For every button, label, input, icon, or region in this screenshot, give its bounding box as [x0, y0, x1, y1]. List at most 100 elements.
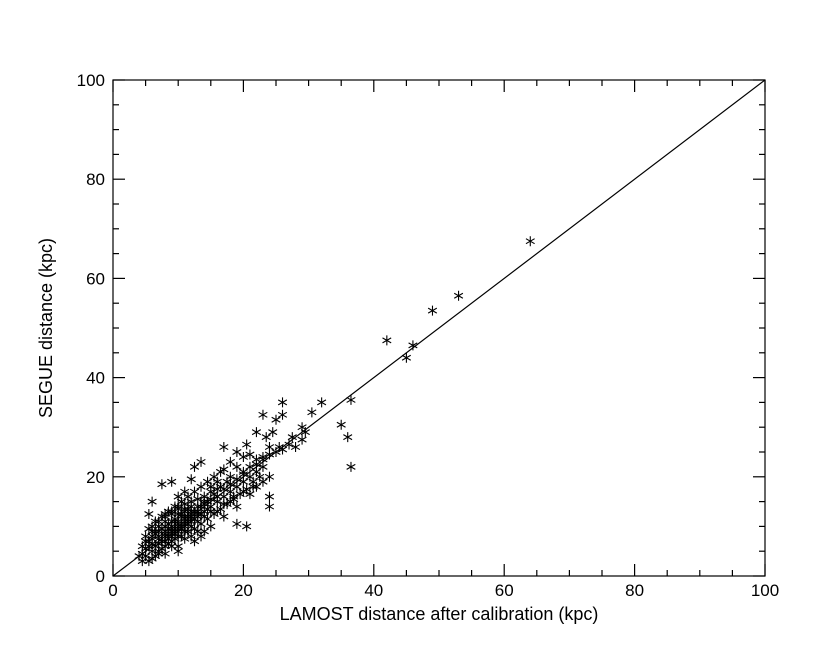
data-point: [180, 516, 190, 527]
data-point: [209, 489, 219, 500]
data-point: [346, 394, 356, 405]
y-tick-label: 0: [96, 567, 105, 586]
data-point: [251, 459, 262, 470]
data-point: [183, 504, 193, 515]
data-point: [219, 442, 229, 453]
data-point: [157, 543, 167, 554]
data-point: [202, 476, 213, 487]
data-point: [297, 422, 307, 433]
data-point: [287, 432, 297, 443]
y-tick-label: 60: [86, 269, 105, 288]
data-point: [307, 407, 317, 418]
data-point: [209, 509, 219, 519]
data-point: [202, 513, 213, 524]
data-point: [196, 531, 206, 542]
y-tick-label: 100: [77, 71, 105, 90]
data-point: [215, 504, 226, 515]
y-axis-label: SEGUE distance (kpc): [36, 238, 56, 418]
data-point: [264, 491, 275, 502]
x-tick-label: 20: [234, 581, 253, 600]
x-tick-label: 60: [495, 581, 514, 600]
data-point: [144, 509, 154, 519]
x-axis-label: LAMOST distance after calibration (kpc): [280, 604, 599, 624]
data-point: [154, 516, 164, 527]
data-point: [189, 523, 200, 534]
data-point: [225, 456, 235, 467]
data-point: [186, 496, 196, 507]
data-point: [176, 509, 187, 519]
data-point: [222, 476, 232, 487]
data-point: [382, 335, 392, 346]
data-point: [408, 340, 418, 351]
data-point: [274, 442, 284, 453]
data-point: [196, 501, 206, 512]
data-point: [163, 523, 174, 534]
data-point: [277, 409, 288, 420]
data-point: [189, 486, 200, 497]
data-point: [219, 511, 229, 522]
data-point: [232, 501, 242, 512]
data-point: [290, 442, 301, 453]
data-point: [196, 481, 206, 492]
data-point: [343, 432, 353, 443]
data-point: [167, 506, 177, 517]
data-point: [170, 516, 180, 527]
reference-line: [112, 79, 766, 577]
data-point: [297, 434, 307, 445]
data-point: [271, 414, 281, 425]
data-point: [160, 531, 170, 542]
data-point: [215, 481, 226, 492]
data-point: [157, 479, 167, 490]
data-point: [186, 474, 196, 485]
data-point: [209, 471, 219, 482]
data-point: [150, 551, 160, 562]
x-tick-label: 80: [625, 581, 644, 600]
data-point: [215, 466, 226, 477]
data-point: [264, 471, 275, 482]
data-point: [268, 427, 278, 438]
data-point: [258, 454, 268, 465]
data-point: [245, 461, 255, 472]
data-point: [242, 439, 252, 450]
data-point: [147, 526, 157, 537]
data-point: [346, 461, 356, 472]
data-point: [258, 409, 268, 420]
data-point: [189, 536, 200, 547]
data-point: [242, 521, 252, 532]
data-point: [144, 556, 154, 567]
tick-labels: 0 20 40 60 80 100 0 20 40 60 80 100: [77, 71, 780, 600]
x-tick-label: 100: [751, 581, 779, 600]
data-point: [189, 461, 200, 472]
data-point: [277, 397, 288, 408]
data-point: [150, 541, 160, 552]
data-point: [206, 521, 216, 532]
plot-frame: [112, 79, 766, 577]
data-point: [248, 476, 258, 487]
data-point: [245, 449, 255, 460]
data-point: [147, 496, 157, 507]
data-point: [229, 494, 239, 505]
data-point: [235, 489, 245, 500]
data-point: [232, 447, 242, 457]
data-point: [251, 427, 262, 438]
data-point: [222, 499, 232, 510]
data-point: [261, 432, 271, 443]
data-point: [140, 536, 151, 547]
data-point: [264, 449, 275, 460]
data-point: [196, 456, 206, 467]
data-point: [317, 397, 327, 408]
data-point: [255, 471, 265, 482]
data-point: [232, 461, 242, 472]
data-point: [196, 518, 206, 529]
x-tick-label: 40: [364, 581, 383, 600]
data-point: [176, 531, 187, 542]
data-point: [173, 501, 183, 512]
data-point: [167, 476, 177, 487]
data-point: [453, 290, 464, 301]
data-point: [202, 496, 213, 507]
data-point: [193, 509, 203, 519]
data-point: [238, 451, 249, 462]
data-point: [238, 469, 249, 480]
data-point: [242, 484, 252, 495]
